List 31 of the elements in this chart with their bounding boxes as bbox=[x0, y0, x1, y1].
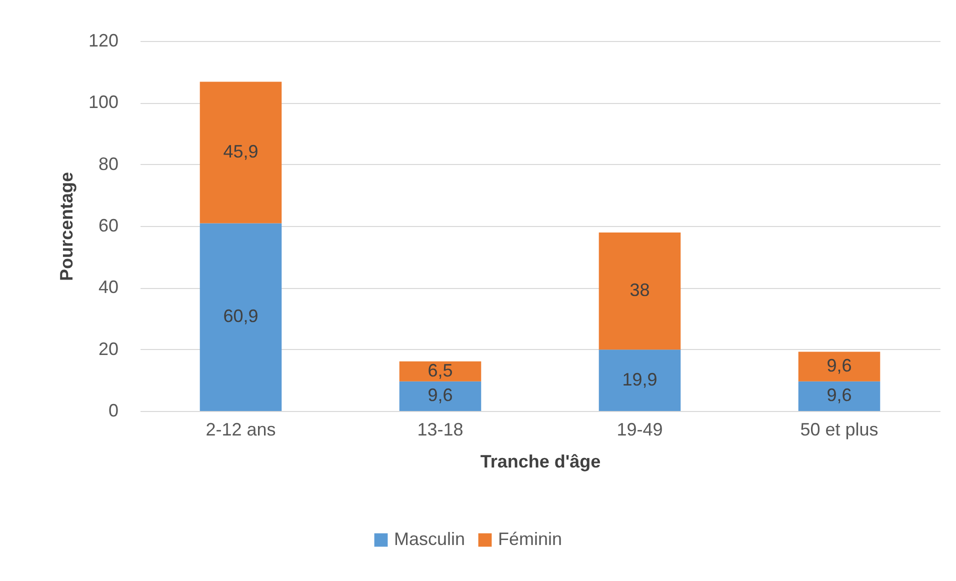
data-label: 38 bbox=[630, 280, 650, 300]
x-tick-label: 2-12 ans bbox=[206, 420, 276, 440]
bar bbox=[598, 350, 681, 411]
bar bbox=[399, 361, 482, 382]
bar bbox=[200, 82, 282, 224]
data-label: 9,6 bbox=[428, 385, 453, 406]
y-tick-label: 120 bbox=[88, 30, 118, 50]
y-tick-label: 60 bbox=[98, 216, 118, 236]
x-tick-label: 50 et plus bbox=[800, 420, 878, 440]
x-axis-title: Tranche d'âge bbox=[480, 452, 601, 472]
y-tick-label: 100 bbox=[88, 92, 118, 112]
data-label: 45,9 bbox=[223, 141, 258, 162]
x-tick-label: 19-49 bbox=[616, 420, 663, 440]
bar bbox=[598, 232, 681, 350]
data-label: 6,5 bbox=[428, 360, 453, 380]
data-label: 9,6 bbox=[826, 356, 852, 376]
y-tick-label: 0 bbox=[108, 400, 118, 420]
y-axis-title: Pourcentage bbox=[56, 172, 76, 282]
legend-label: Féminin bbox=[498, 529, 562, 549]
y-tick-label: 80 bbox=[98, 154, 118, 174]
y-tick-label: 20 bbox=[98, 338, 118, 359]
y-tick-label: 40 bbox=[98, 277, 118, 298]
legend-label: Masculin bbox=[394, 529, 466, 549]
data-label: 60,9 bbox=[223, 306, 258, 326]
bar bbox=[399, 381, 482, 411]
bar bbox=[798, 381, 880, 411]
data-label: 9,6 bbox=[826, 385, 852, 406]
data-label: 19,9 bbox=[622, 369, 658, 390]
bar bbox=[798, 352, 880, 382]
x-tick-label: 13-18 bbox=[417, 420, 464, 440]
bar bbox=[200, 223, 282, 411]
